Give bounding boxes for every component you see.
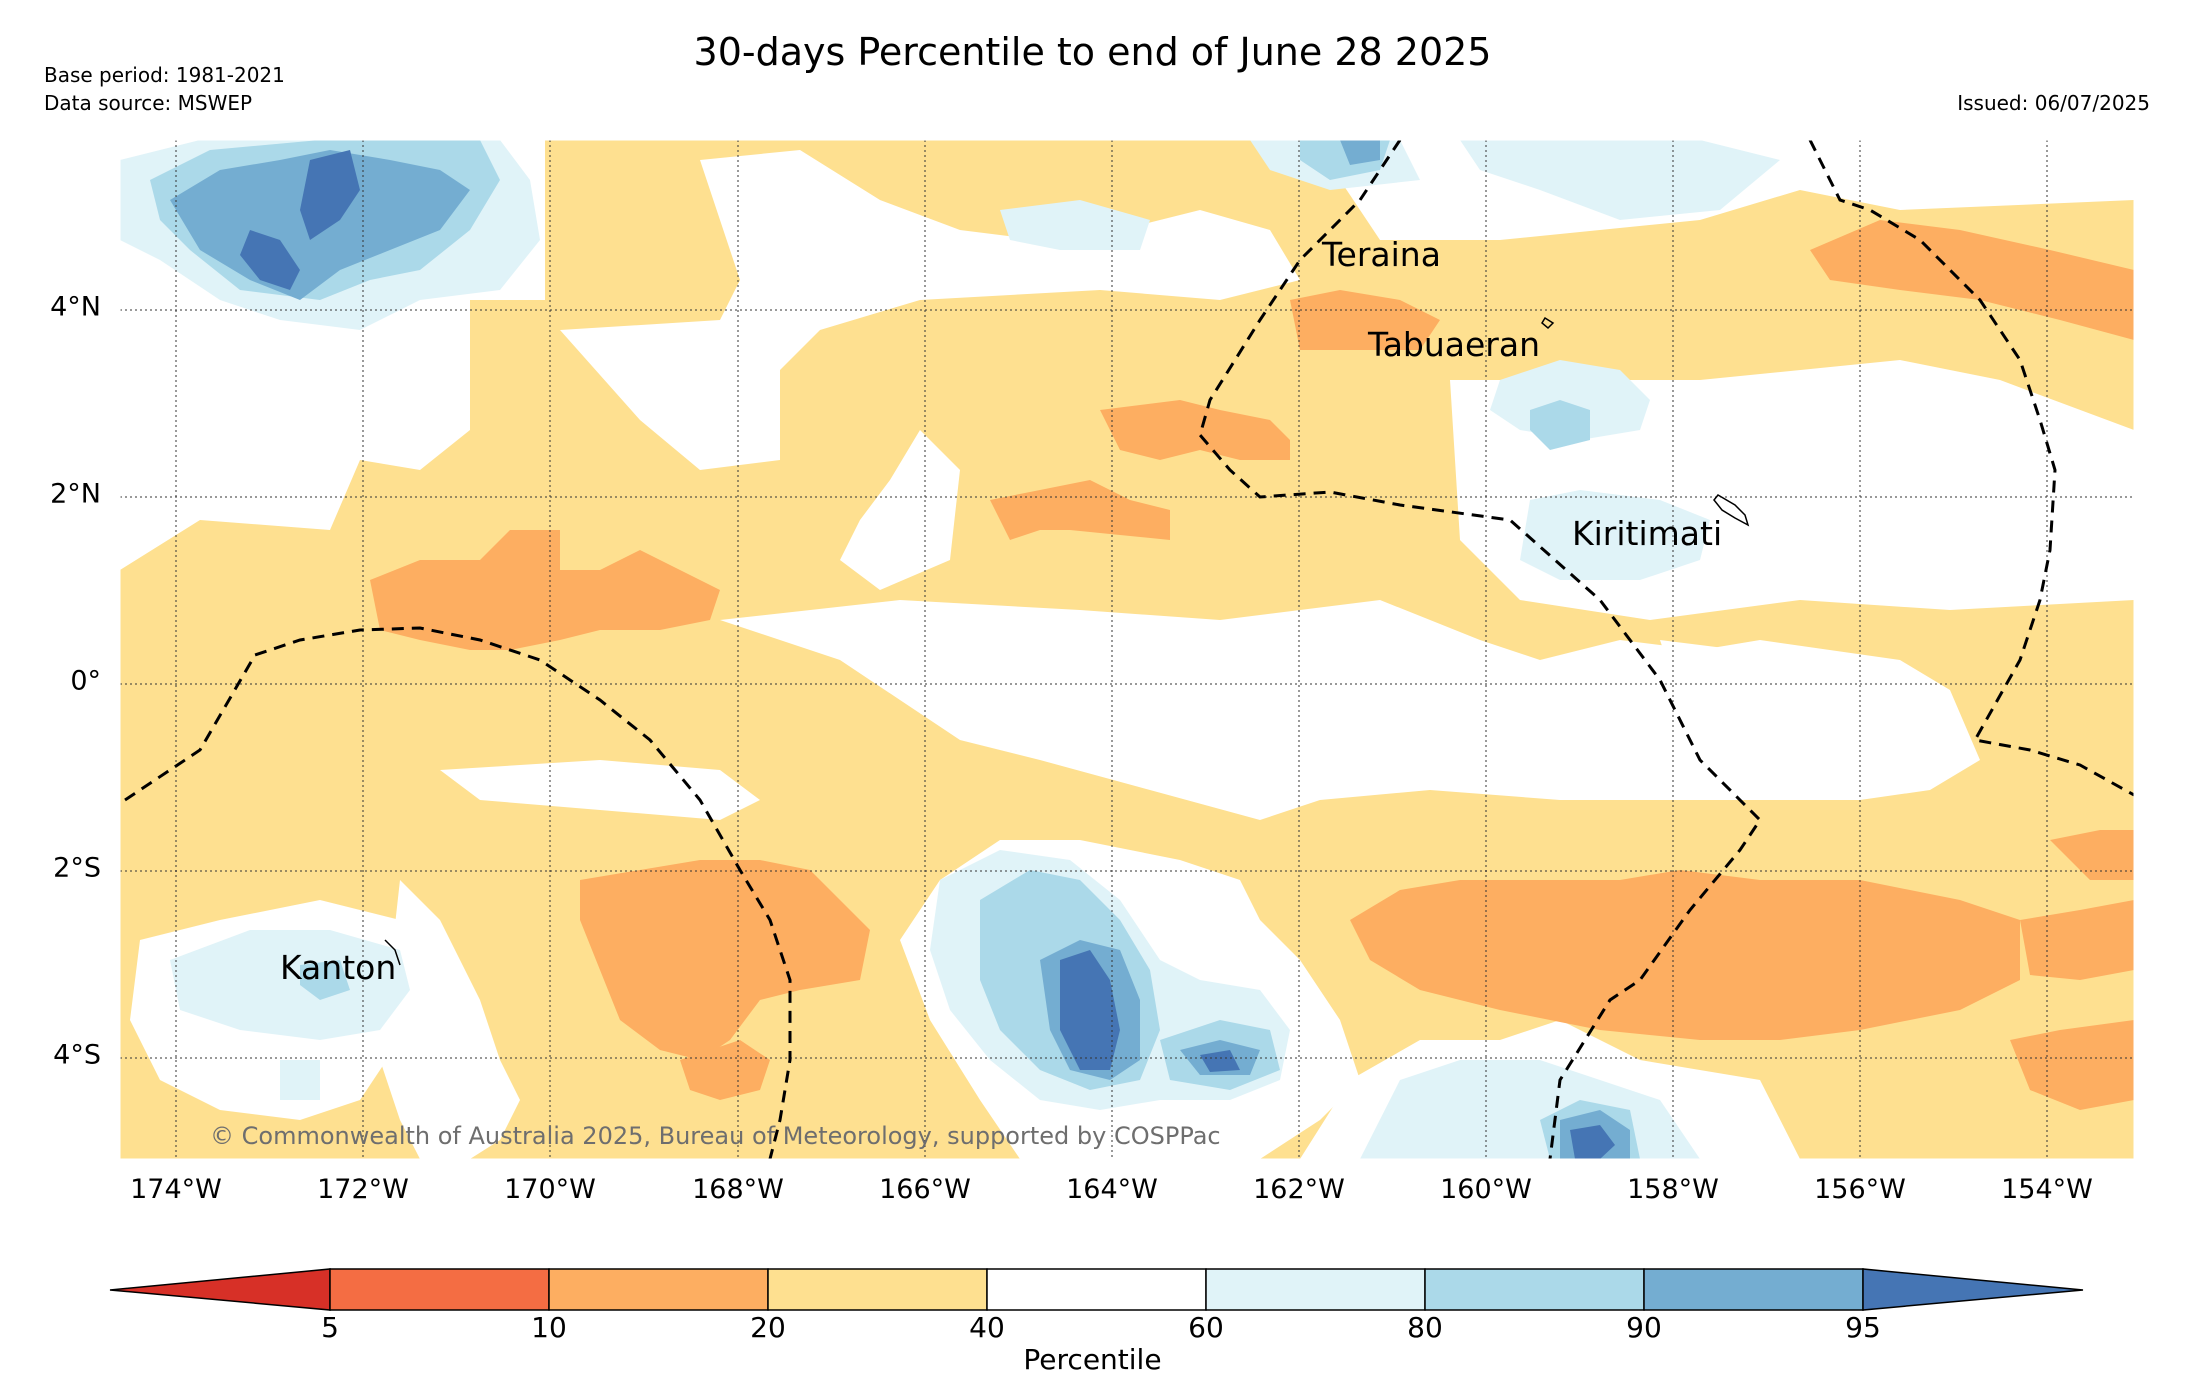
colorbar-extend-low <box>109 1268 331 1311</box>
lon-label: 166°W <box>879 1174 971 1205</box>
lon-label: 174°W <box>130 1174 222 1205</box>
lat-label: 4°S <box>53 1039 101 1071</box>
colorbar-tick: 95 <box>1845 1311 1881 1344</box>
map-frame <box>119 139 2135 1160</box>
map-title: 30-days Percentile to end of June 28 202… <box>693 30 1492 74</box>
colorbar <box>109 1268 2084 1311</box>
meta-info: Base period: 1981-2021 Data source: MSWE… <box>44 61 285 117</box>
issued-date: Issued: 06/07/2025 <box>1957 91 2150 115</box>
lat-label: 4°N <box>50 291 101 323</box>
fill-10-20 <box>370 220 2134 1110</box>
colorbar-tick: 90 <box>1626 1311 1662 1344</box>
lon-label: 160°W <box>1440 1174 1532 1205</box>
colorbar-title: Percentile <box>1023 1343 1162 1376</box>
place-label-kiritimati: Kiritimati <box>1572 514 1723 553</box>
place-label-tabuaeran: Tabuaeran <box>1368 325 1541 364</box>
lon-label: 154°W <box>2001 1174 2093 1205</box>
lon-label: 164°W <box>1066 1174 1158 1205</box>
copyright-notice: © Commonwealth of Australia 2025, Bureau… <box>210 1122 1221 1150</box>
colorbar-segment <box>548 1268 769 1311</box>
colorbar-segment <box>1424 1268 1645 1311</box>
data-source: Data source: MSWEP <box>44 91 253 115</box>
colorbar-segment <box>329 1268 550 1311</box>
colorbar-tick: 40 <box>969 1311 1005 1344</box>
colorbar-tick: 60 <box>1188 1311 1224 1344</box>
colorbar-extend-high <box>1862 1268 2084 1311</box>
colorbar-tick: 10 <box>531 1311 567 1344</box>
gridlines <box>120 140 2134 1159</box>
lon-label: 156°W <box>1814 1174 1906 1205</box>
place-label-teraina: Teraina <box>1322 235 1441 274</box>
colorbar-tick: 5 <box>321 1311 339 1344</box>
lat-label: 0° <box>70 665 101 697</box>
lat-label: 2°S <box>53 852 101 884</box>
lon-label: 172°W <box>317 1174 409 1205</box>
lon-label: 162°W <box>1253 1174 1345 1205</box>
colorbar-segment <box>1205 1268 1426 1311</box>
lon-label: 158°W <box>1627 1174 1719 1205</box>
base-period: Base period: 1981-2021 <box>44 63 285 87</box>
colorbar-segment <box>1643 1268 1864 1311</box>
fill-95-plus <box>240 150 1615 1159</box>
map-area <box>120 140 2134 1159</box>
colorbar-tick: 20 <box>750 1311 786 1344</box>
colorbar-segment <box>986 1268 1207 1311</box>
colorbar-tick: 80 <box>1407 1311 1443 1344</box>
place-label-kanton: Kanton <box>280 948 397 987</box>
lon-label: 170°W <box>504 1174 596 1205</box>
lon-label: 168°W <box>692 1174 784 1205</box>
eez-boundaries <box>124 140 2134 1159</box>
island-outlines <box>384 316 1750 966</box>
colorbar-segment <box>767 1268 988 1311</box>
lat-label: 2°N <box>50 478 101 510</box>
